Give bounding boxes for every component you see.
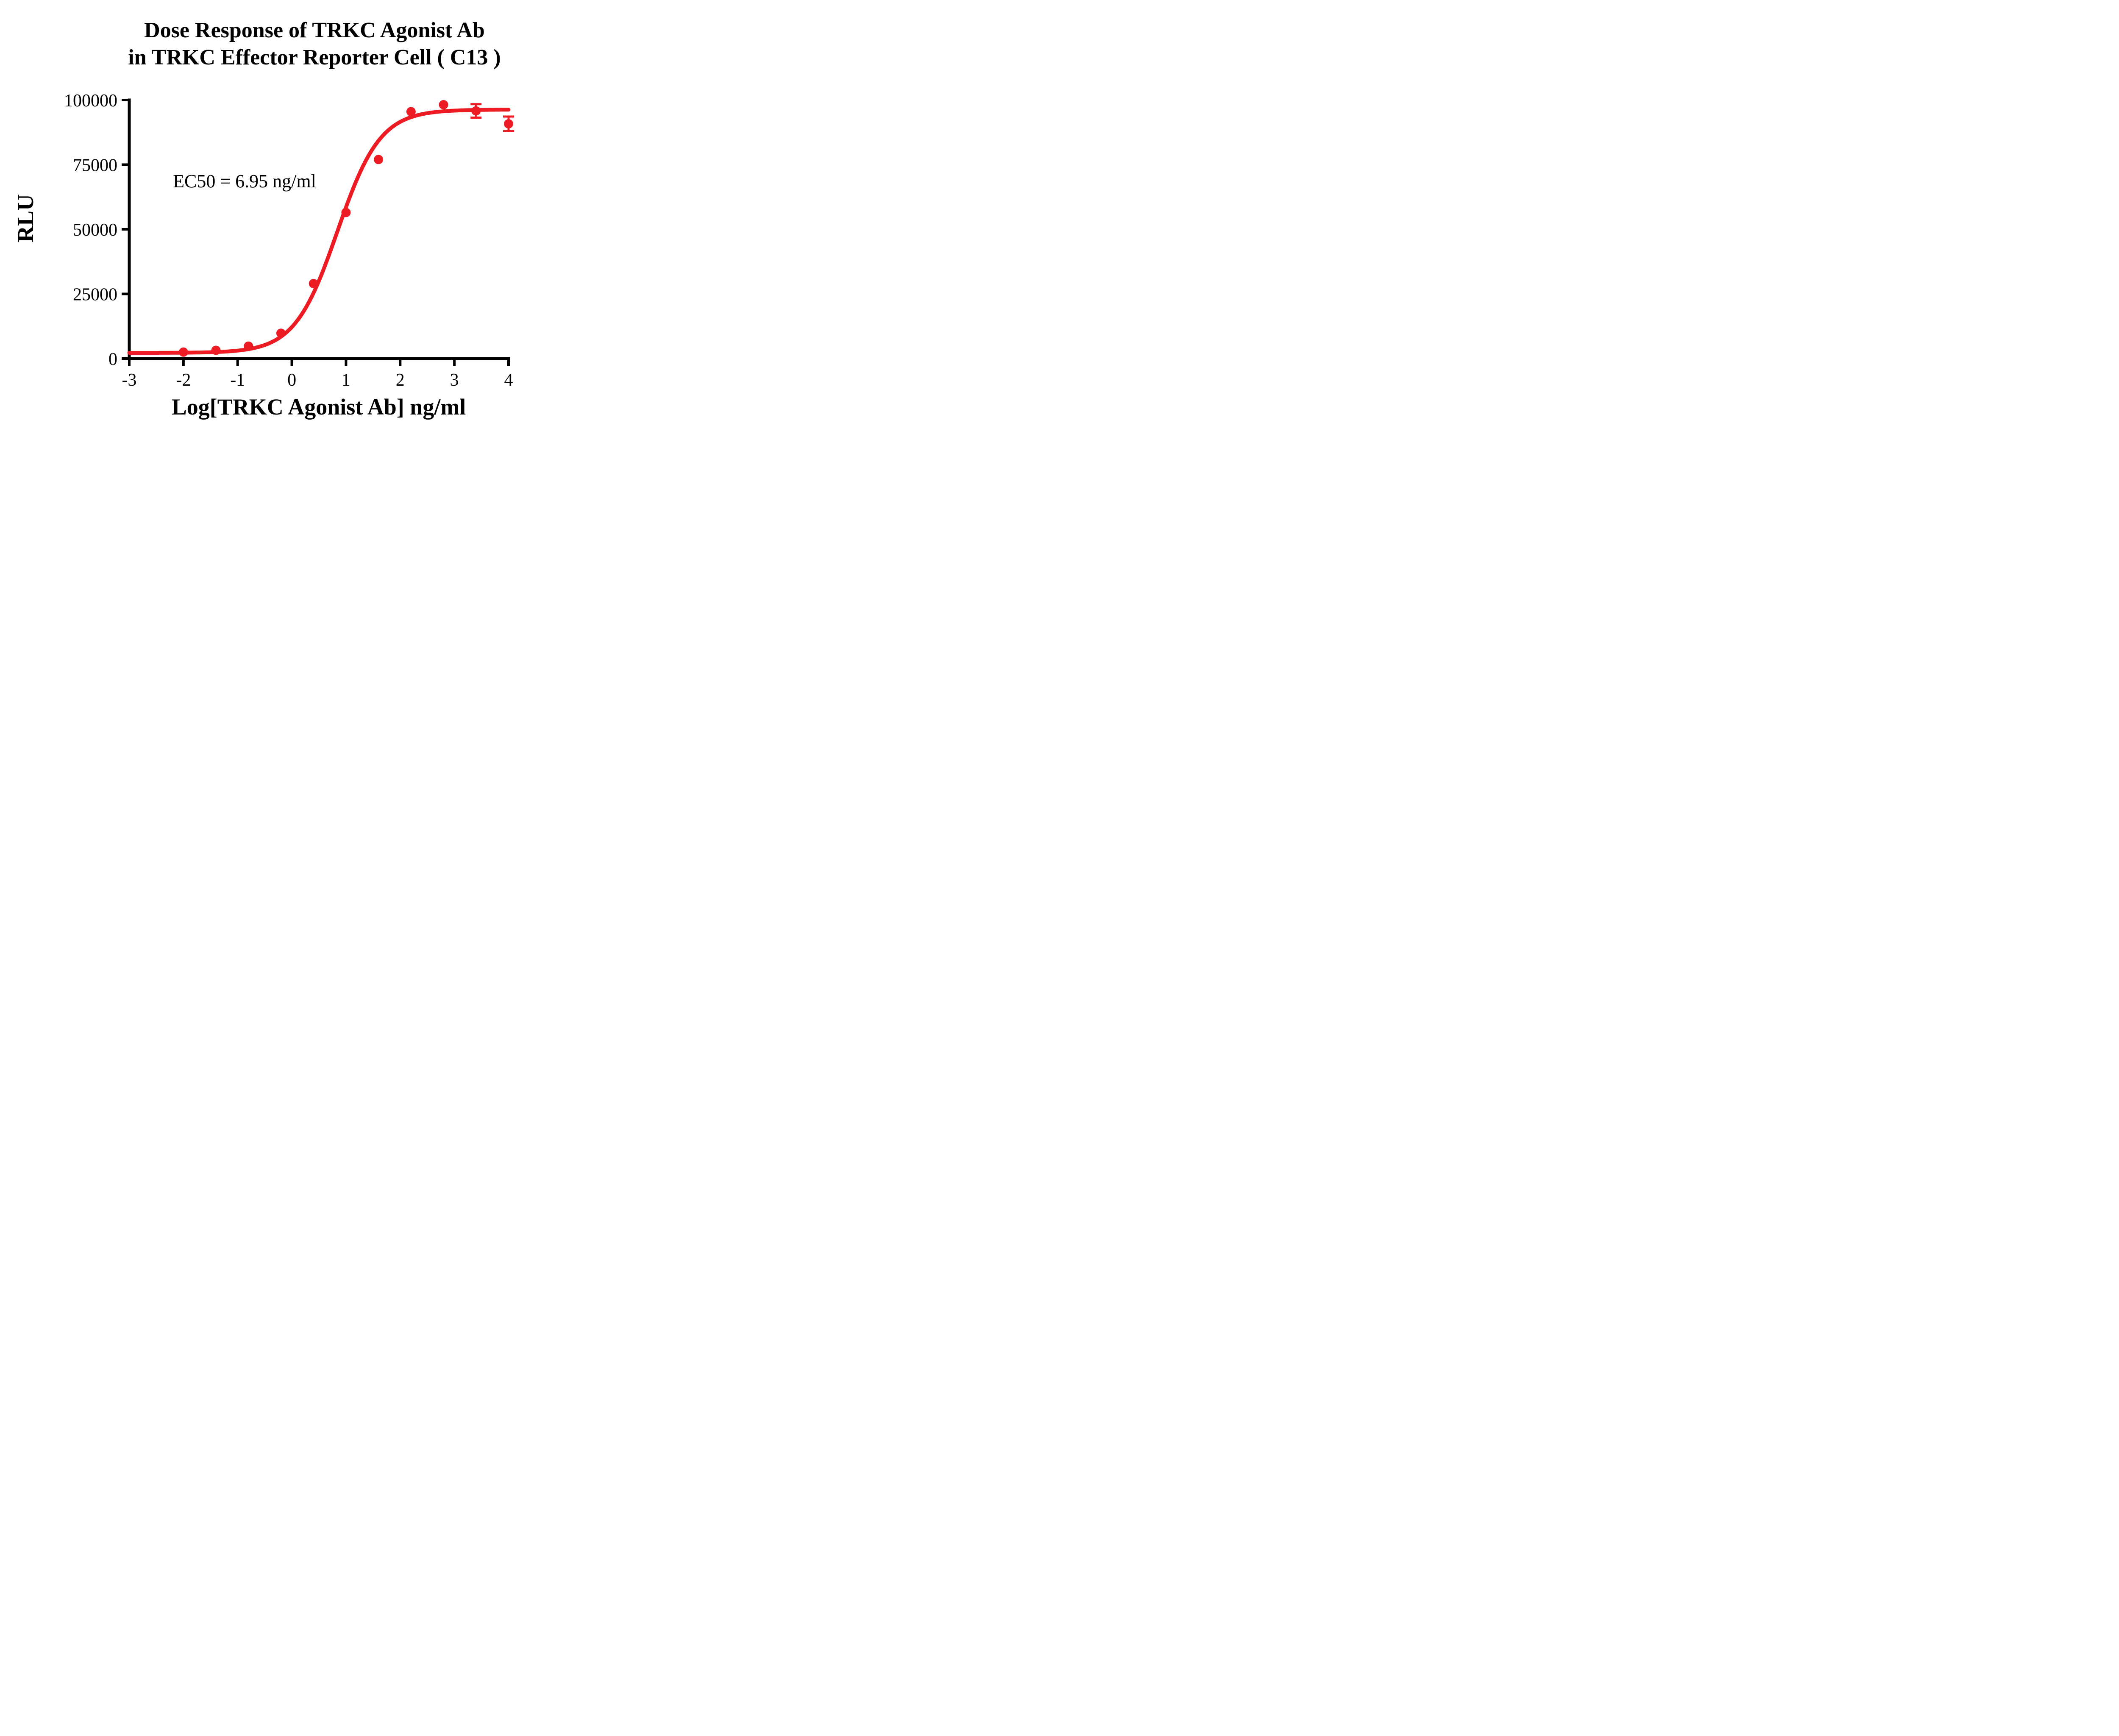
y-tick-label: 25000 — [73, 285, 117, 305]
x-tick-label: 3 — [450, 370, 459, 390]
y-axis-label: RLU — [13, 194, 38, 242]
x-tick-label: 0 — [287, 370, 296, 390]
data-points-group — [178, 100, 514, 357]
data-point — [276, 328, 286, 338]
fit-curve-path — [127, 108, 511, 355]
x-tick-label: 2 — [396, 370, 405, 390]
data-point — [178, 347, 188, 357]
x-axis-label: Log[TRKC Agonist Ab] ng/ml — [172, 394, 466, 420]
data-point — [374, 155, 384, 164]
data-point — [504, 119, 513, 129]
y-tick-label: 0 — [108, 350, 117, 369]
x-tick-label: -1 — [230, 370, 245, 390]
x-tick-label: 4 — [504, 370, 513, 390]
data-point — [309, 279, 318, 289]
data-point — [439, 100, 448, 109]
data-point — [211, 345, 221, 355]
y-tick-label: 50000 — [73, 220, 117, 240]
axis-spines — [128, 98, 510, 360]
dose-response-chart: -3 -2 -1 0 1 2 3 4 0 25000 50000 75000 100000 Dose R… — [13, 18, 514, 420]
chart-title-line1: Dose Response of TRKC Agonist Ab — [144, 18, 485, 42]
ec50-annotation: EC50 = 6.95 ng/ml — [173, 171, 316, 192]
fit-curve-group — [127, 108, 511, 355]
data-point — [471, 106, 481, 116]
data-point — [244, 341, 253, 351]
chart-title-line2: in TRKC Effector Reporter Cell ( C13 ) — [128, 45, 501, 70]
dose-response-figure: -3 -2 -1 0 1 2 3 4 0 25000 50000 75000 100000 Dose R… — [0, 0, 563, 434]
data-point — [406, 107, 416, 117]
axes-group: -3 -2 -1 0 1 2 3 4 0 25000 50000 75000 100000 — [64, 91, 513, 390]
x-tick-label: -2 — [176, 370, 191, 390]
y-tick-label: 100000 — [64, 91, 117, 111]
y-tick-label: 75000 — [73, 156, 117, 175]
x-tick-label: 1 — [342, 370, 350, 390]
x-tick-label: -3 — [122, 370, 137, 390]
data-point — [341, 208, 351, 217]
